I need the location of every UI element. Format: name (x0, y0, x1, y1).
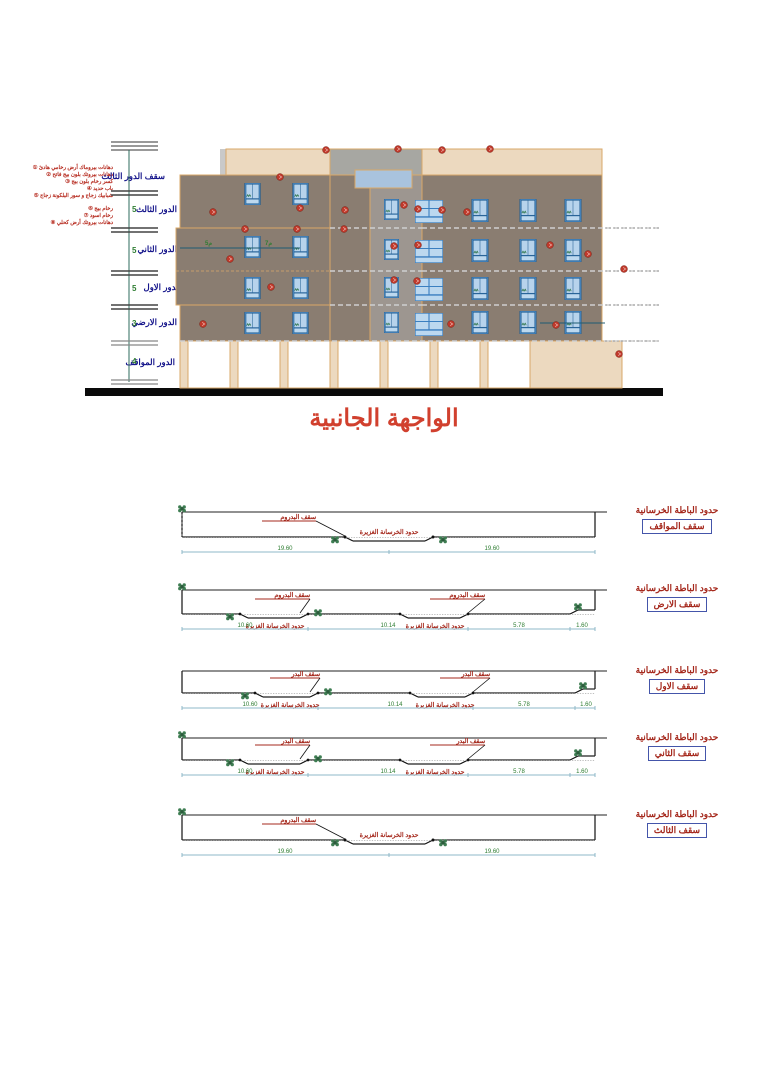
svg-text:سقف البدروم: سقف البدروم (280, 817, 316, 824)
svg-text:حدود الخرسانة الغزيرة: حدود الخرسانة الغزيرة (360, 832, 419, 839)
svg-text:19.60: 19.60 (484, 849, 500, 855)
svg-text:19.60: 19.60 (277, 849, 293, 855)
